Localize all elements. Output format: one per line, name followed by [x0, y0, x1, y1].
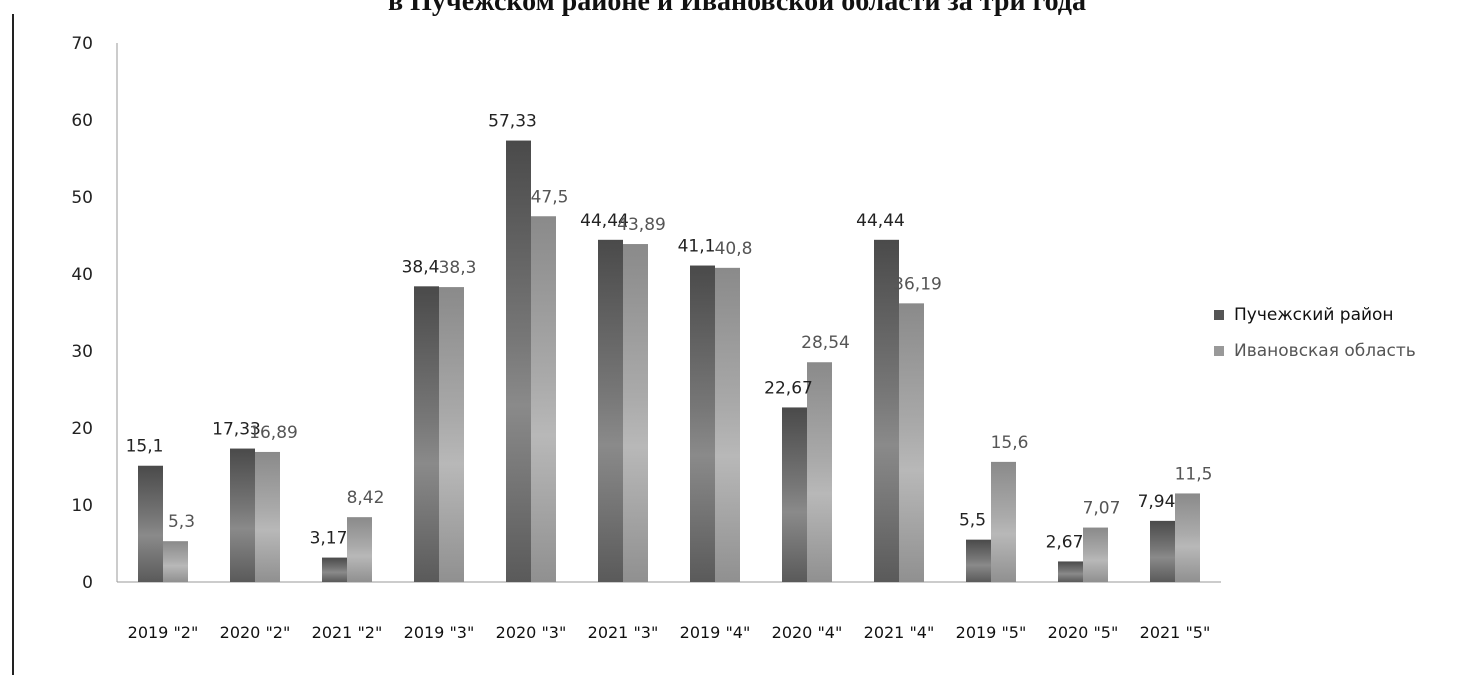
y-tick-label: 30 — [71, 342, 93, 362]
x-tick-label: 2021 "3" — [588, 623, 659, 642]
y-tick-label: 70 — [71, 34, 93, 54]
chart-title: в Пучежском районе и Ивановской области … — [388, 0, 1086, 17]
data-label: 3,17 — [310, 529, 348, 549]
bar-series-1 — [991, 461, 1016, 582]
x-tick-label: 2020 "2" — [220, 623, 291, 642]
x-tick-label: 2019 "2" — [128, 623, 199, 642]
frame-border — [12, 14, 14, 675]
data-label: 7,94 — [1138, 492, 1176, 512]
bar-series-1 — [1175, 493, 1200, 582]
x-tick-label: 2021 "5" — [1140, 623, 1211, 642]
bar-series-1 — [623, 244, 648, 582]
bar-series-0 — [1058, 561, 1083, 582]
bar-series-1 — [531, 216, 556, 582]
bar-series-0 — [598, 239, 623, 582]
data-label: 38,3 — [439, 258, 477, 278]
data-label: 17,33 — [212, 420, 261, 440]
bar-series-0 — [1150, 520, 1175, 582]
x-tick-label: 2021 "2" — [312, 623, 383, 642]
bar-series-1 — [255, 451, 280, 582]
bar-series-1 — [347, 517, 372, 582]
bars — [138, 140, 1200, 582]
data-label: 11,5 — [1175, 464, 1213, 484]
data-label: 8,42 — [347, 488, 385, 508]
x-axis-ticks: 2019 "2" 2020 "2" 2021 "2" 2019 "3" 2020 "3"… — [128, 623, 1211, 642]
data-label: 44,44 — [856, 211, 905, 231]
data-label: 22,67 — [764, 378, 813, 398]
data-label: 40,8 — [715, 239, 753, 259]
x-tick-label: 2020 "4" — [772, 623, 843, 642]
bar-series-1 — [899, 303, 924, 582]
bar-series-0 — [690, 265, 715, 582]
data-label: 15,6 — [991, 433, 1029, 453]
legend-item-series-0: Пучежский район — [1214, 304, 1416, 326]
data-label: 57,33 — [488, 112, 537, 132]
y-tick-label: 0 — [82, 573, 93, 593]
legend-swatch-icon — [1214, 346, 1224, 356]
legend-label: Ивановская область — [1234, 341, 1416, 361]
bar-series-1 — [807, 362, 832, 582]
y-tick-label: 20 — [71, 419, 93, 439]
legend-swatch-icon — [1214, 310, 1224, 320]
bar-series-0 — [506, 140, 531, 582]
y-tick-label: 10 — [71, 496, 93, 516]
data-label: 5,3 — [168, 512, 195, 532]
data-label: 7,07 — [1083, 499, 1121, 519]
data-label: 2,67 — [1046, 532, 1084, 552]
x-tick-label: 2020 "3" — [496, 623, 567, 642]
data-label: 47,5 — [531, 187, 569, 207]
x-tick-label: 2019 "5" — [956, 623, 1027, 642]
x-tick-label: 2019 "4" — [680, 623, 751, 642]
data-label: 36,19 — [893, 274, 942, 294]
y-tick-label: 40 — [71, 265, 93, 285]
bar-series-1 — [439, 287, 464, 582]
bar-series-0 — [414, 286, 439, 582]
bar-series-0 — [230, 448, 255, 582]
data-label: 41,1 — [678, 237, 716, 257]
data-label: 44,44 — [580, 211, 629, 231]
x-tick-label: 2021 "4" — [864, 623, 935, 642]
bar-series-1 — [163, 541, 188, 582]
bar-series-0 — [966, 539, 991, 582]
data-label: 38,4 — [402, 257, 440, 277]
bar-series-1 — [715, 267, 740, 582]
y-axis-ticks: 0 10 20 30 40 50 60 70 — [71, 34, 93, 593]
bar-series-0 — [322, 557, 347, 582]
bar-series-0 — [138, 465, 163, 582]
data-label: 5,5 — [959, 511, 986, 531]
x-tick-label: 2019 "3" — [404, 623, 475, 642]
bar-series-0 — [874, 239, 899, 582]
y-tick-label: 50 — [71, 188, 93, 208]
legend-item-series-1: Ивановская область — [1214, 340, 1416, 362]
bar-series-1 — [1083, 527, 1108, 582]
data-label: 43,89 — [617, 215, 666, 235]
legend-label: Пучежский район — [1234, 305, 1394, 325]
y-tick-label: 60 — [71, 111, 93, 131]
x-tick-label: 2020 "5" — [1048, 623, 1119, 642]
legend: Пучежский район Ивановская область — [1214, 304, 1416, 376]
bar-series-0 — [782, 407, 807, 582]
data-label: 16,89 — [249, 423, 298, 443]
data-label: 15,1 — [126, 437, 164, 457]
data-label: 28,54 — [801, 333, 850, 353]
